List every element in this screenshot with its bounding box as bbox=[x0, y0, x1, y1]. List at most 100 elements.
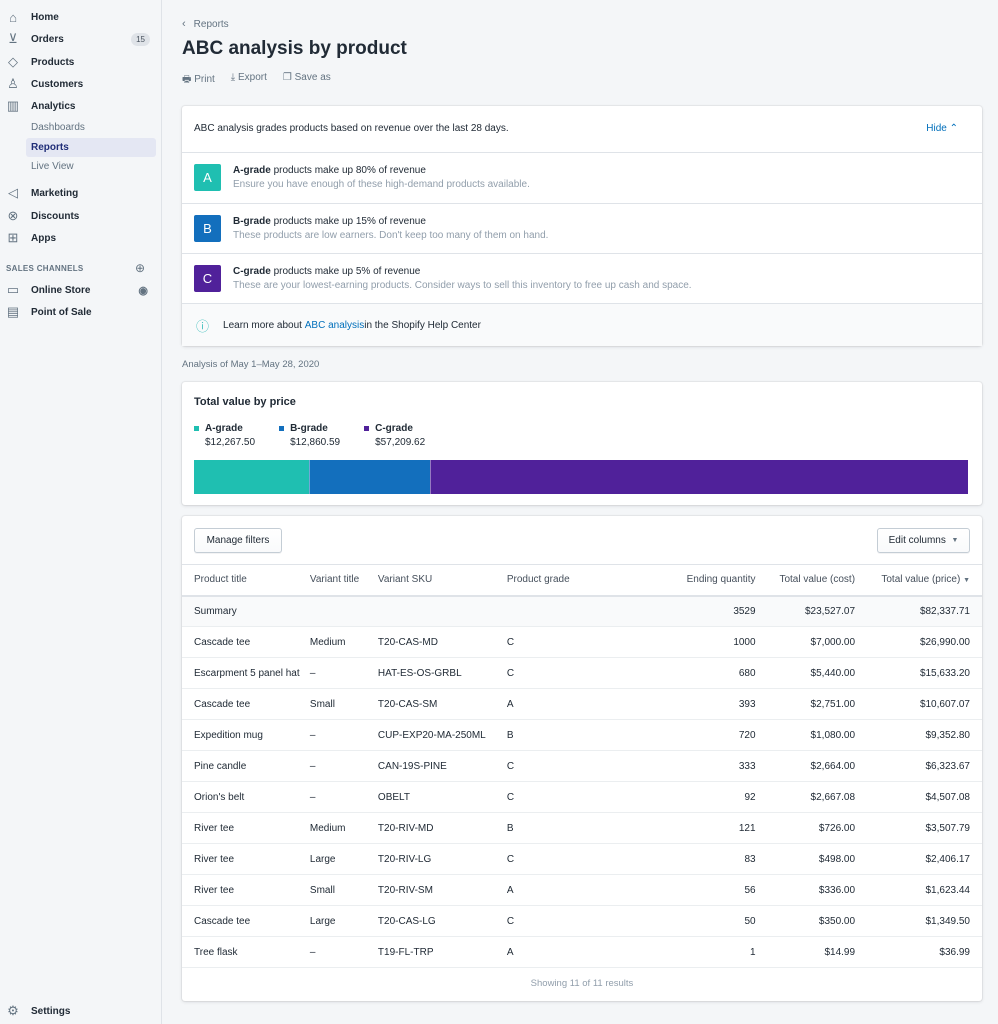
product-grade: B bbox=[506, 719, 619, 751]
nav-dashboards[interactable]: Dashboards bbox=[31, 122, 85, 133]
breadcrumb[interactable]: ‹ Reports bbox=[182, 18, 982, 30]
product-title: Escarpment 5 panel hat bbox=[182, 657, 310, 689]
nav-marketing[interactable]: ◁ Marketing bbox=[0, 183, 162, 203]
printer-icon: 🖶 bbox=[182, 74, 195, 85]
nav-label: Online Store bbox=[31, 284, 91, 296]
legend-value: $12,860.59 bbox=[290, 437, 341, 448]
legend-item: C-grade $57,209.62 bbox=[364, 423, 425, 448]
save-as-button[interactable]: ❐ Save as bbox=[283, 72, 331, 89]
table-row[interactable]: Cascade tee Large T20-CAS-LG C 50 $350.00 $1,3… bbox=[182, 905, 982, 937]
table-row[interactable]: Escarpment 5 panel hat – HAT-ES-OS-GRBL C 68… bbox=[182, 657, 982, 689]
legend-name: A-grade bbox=[205, 423, 243, 434]
variant-sku: T20-CAS-MD bbox=[377, 626, 507, 658]
table-row[interactable]: River tee Large T20-RIV-LG C 83 $498.00 $2,406… bbox=[182, 843, 982, 875]
variant-sku: CAN-19S-PINE bbox=[377, 750, 507, 782]
orders-badge: 15 bbox=[131, 32, 150, 46]
column-header[interactable]: Product title bbox=[182, 564, 310, 597]
learn-more: ⓘ Learn more about ABC analysis in the S… bbox=[182, 303, 982, 346]
print-button[interactable]: 🖶 Print bbox=[182, 72, 215, 89]
nav-settings[interactable]: ⚙ Settings bbox=[0, 1001, 162, 1021]
total-cost: $7,000.00 bbox=[755, 626, 856, 658]
column-label: Total value (price) bbox=[881, 574, 961, 586]
column-header[interactable]: Variant title bbox=[309, 564, 378, 597]
chevron-up-icon: ⌃ bbox=[949, 123, 958, 134]
column-header[interactable]: Total value (cost) bbox=[755, 564, 856, 597]
ending-quantity: 1000 bbox=[618, 626, 756, 658]
megaphone-icon: ◁ bbox=[8, 185, 18, 200]
grade-title: B-grade products make up 15% of revenue bbox=[233, 216, 548, 227]
nav-orders[interactable]: ⊻ Orders 15 bbox=[0, 29, 162, 49]
nav-products[interactable]: ◇ Products bbox=[0, 52, 162, 72]
breadcrumb-link[interactable]: Reports bbox=[193, 19, 229, 30]
column-label: Product title bbox=[194, 574, 247, 586]
nav-customers[interactable]: ♙ Customers bbox=[0, 74, 162, 94]
table-row[interactable]: River tee Small T20-RIV-SM A 56 $336.00 $1,623… bbox=[182, 874, 982, 906]
legend-swatch bbox=[279, 425, 285, 431]
export-button[interactable]: ⤓ Export bbox=[231, 72, 267, 89]
apps-icon: ⊞ bbox=[7, 230, 19, 245]
abc-info-card: ABC analysis grades products based on re… bbox=[182, 106, 982, 346]
table-row[interactable]: Tree flask – T19-FL-TRP A 1 $14.99 $36.99 bbox=[182, 936, 982, 968]
product-grade: C bbox=[506, 781, 619, 813]
store-icon: ▭ bbox=[6, 282, 20, 297]
total-price: $6,323.67 bbox=[855, 750, 982, 782]
grade-badge: C bbox=[194, 265, 221, 292]
legend-swatch bbox=[364, 425, 370, 431]
column-header[interactable]: Product grade bbox=[506, 564, 619, 597]
nav-label: Home bbox=[31, 11, 59, 23]
variant-title: Large bbox=[309, 905, 378, 937]
nav-analytics[interactable]: ▥ Analytics bbox=[0, 96, 162, 116]
variant-title: Small bbox=[309, 874, 378, 906]
manage-filters-button[interactable]: Manage filters bbox=[194, 528, 282, 553]
edit-columns-button[interactable]: Edit columns ▼ bbox=[877, 528, 970, 553]
total-cost: $14.99 bbox=[755, 936, 856, 968]
product-title: River tee bbox=[182, 843, 310, 875]
results-count: Showing 11 of 11 results bbox=[530, 977, 634, 989]
nav-online-store[interactable]: ▭ Online Store ◉ bbox=[0, 280, 162, 300]
empty-cell bbox=[506, 595, 619, 627]
total-cost: $498.00 bbox=[755, 843, 856, 875]
nav-label: Orders bbox=[31, 33, 64, 45]
table-row[interactable]: Pine candle – CAN-19S-PINE C 333 $2,664.00 $6,… bbox=[182, 750, 982, 782]
product-title: Cascade tee bbox=[182, 905, 310, 937]
column-header[interactable]: Variant SKU bbox=[377, 564, 507, 597]
total-price: $9,352.80 bbox=[855, 719, 982, 751]
total-cost: $5,440.00 bbox=[755, 657, 856, 689]
total-price: $1,623.44 bbox=[855, 874, 982, 906]
column-header[interactable]: Total value (price) ▼ bbox=[855, 564, 982, 597]
table-row[interactable]: Orion's belt – OBELT C 92 $2,667.08 $4,507.08 bbox=[182, 781, 982, 813]
add-channel-icon[interactable]: ⊕ bbox=[135, 261, 146, 275]
table-row[interactable]: Cascade tee Small T20-CAS-SM A 393 $2,751.00 $… bbox=[182, 688, 982, 720]
nav-home[interactable]: ⌂ Home bbox=[0, 7, 162, 27]
table-row[interactable]: Expedition mug – CUP-EXP20-MA-250ML B 720 $1,… bbox=[182, 719, 982, 751]
product-title: River tee bbox=[182, 874, 310, 906]
total-cost: $1,080.00 bbox=[755, 719, 856, 751]
ending-quantity: 720 bbox=[618, 719, 756, 751]
product-title: Pine candle bbox=[182, 750, 310, 782]
abc-analysis-link[interactable]: ABC analysis bbox=[304, 319, 365, 331]
column-header[interactable]: Ending quantity bbox=[618, 564, 756, 597]
variant-title: Large bbox=[309, 843, 378, 875]
action-label: Print bbox=[194, 74, 215, 85]
total-price: $36.99 bbox=[855, 936, 982, 968]
nav-discounts[interactable]: ⊗ Discounts bbox=[0, 206, 162, 226]
table-row[interactable]: River tee Medium T20-RIV-MD B 121 $726.00 $3,5… bbox=[182, 812, 982, 844]
tag-icon: ◇ bbox=[8, 54, 18, 69]
nav-reports[interactable]: Reports bbox=[26, 138, 156, 157]
nav-point-of-sale[interactable]: ▤ Point of Sale bbox=[0, 302, 162, 322]
hide-button[interactable]: Hide ⌃ bbox=[926, 123, 958, 134]
nav-apps[interactable]: ⊞ Apps bbox=[0, 228, 162, 248]
legend-name: B-grade bbox=[290, 423, 328, 434]
product-title: River tee bbox=[182, 812, 310, 844]
variant-sku: HAT-ES-OS-GRBL bbox=[377, 657, 507, 689]
variant-sku: T20-RIV-LG bbox=[377, 843, 507, 875]
ending-quantity: 1 bbox=[618, 936, 756, 968]
total-cost: $726.00 bbox=[755, 812, 856, 844]
product-title: Tree flask bbox=[182, 936, 310, 968]
eye-icon[interactable]: ◉ bbox=[138, 284, 148, 297]
table-row[interactable]: Cascade tee Medium T20-CAS-MD C 1000 $7,000.0… bbox=[182, 626, 982, 658]
nav-live-view[interactable]: Live View bbox=[31, 161, 74, 172]
chart-title: Total value by price bbox=[194, 396, 296, 408]
home-icon: ⌂ bbox=[9, 9, 17, 25]
variant-title: – bbox=[309, 936, 378, 968]
